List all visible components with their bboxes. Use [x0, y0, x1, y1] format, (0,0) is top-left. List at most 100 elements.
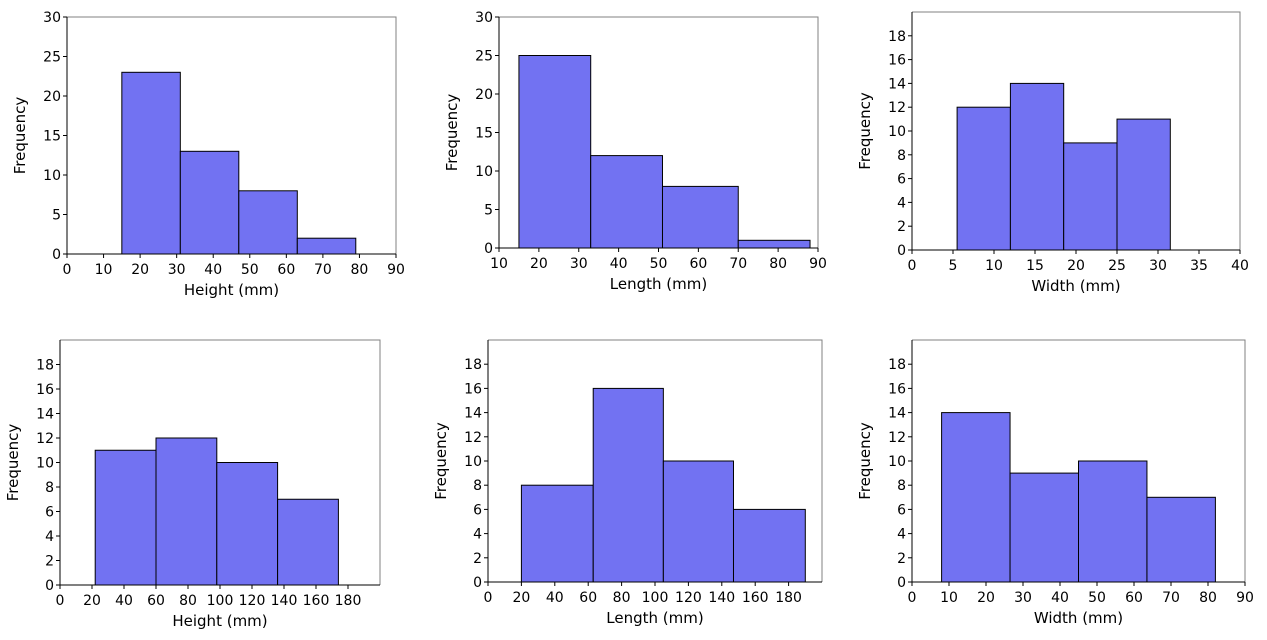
x-tick-label: 120: [675, 590, 702, 606]
x-axis-title: Length (mm): [606, 609, 703, 627]
x-tick-label: 40: [1231, 258, 1249, 274]
histogram-bar: [238, 190, 298, 255]
x-tick-label: 90: [1236, 590, 1254, 606]
histogram-bar: [1146, 496, 1216, 583]
y-axis-title: Frequency: [11, 97, 29, 175]
y-tick-label: 8: [897, 478, 906, 494]
plot-frame: [912, 339, 1246, 582]
y-tick-label: 10: [43, 168, 61, 184]
x-tick-label: 20: [512, 590, 530, 606]
x-tick-label: 180: [335, 593, 362, 609]
x-tick-label: 20: [977, 590, 995, 606]
y-tick-label: 8: [45, 480, 54, 496]
y-tick-label: 2: [45, 554, 54, 570]
plot-frame: [488, 339, 823, 582]
x-tick-label: 160: [742, 590, 769, 606]
x-tick-label: 70: [1162, 590, 1180, 606]
x-tick-label: 70: [314, 262, 332, 278]
x-axis-title: Height (mm): [172, 612, 267, 630]
x-tick-label: 20: [83, 593, 101, 609]
x-tick-label: 30: [1149, 258, 1167, 274]
x-tick-label: 0: [63, 262, 72, 278]
plot-frame: [912, 11, 1241, 250]
x-tick-label: 90: [809, 256, 827, 272]
x-tick-label: 100: [207, 593, 234, 609]
x-tick-label: 100: [642, 590, 669, 606]
histogram-bar: [179, 150, 240, 255]
x-tick-label: 70: [729, 256, 747, 272]
y-tick-label: 2: [897, 551, 906, 567]
x-tick-label: 0: [908, 590, 917, 606]
y-tick-label: 2: [897, 219, 906, 235]
x-tick-label: 40: [610, 256, 628, 272]
x-tick-label: 25: [1108, 258, 1126, 274]
x-tick-label: 160: [303, 593, 330, 609]
histogram-bar: [1009, 82, 1065, 251]
x-tick-label: 50: [1088, 590, 1106, 606]
y-tick-label: 25: [43, 50, 61, 66]
y-tick-label: 12: [888, 100, 906, 116]
x-tick-label: 35: [1190, 258, 1208, 274]
x-tick-label: 80: [769, 256, 787, 272]
y-tick-label: 30: [475, 10, 493, 26]
y-tick-label: 20: [475, 87, 493, 103]
x-axis-title: Width (mm): [1031, 277, 1120, 295]
y-tick-label: 0: [897, 575, 906, 591]
y-tick-label: 10: [888, 454, 906, 470]
x-axis-title: Width (mm): [1034, 609, 1123, 627]
y-tick-label: 16: [36, 382, 54, 398]
histogram-bar: [296, 237, 357, 255]
histogram-panel-6: 0 2 4 6 8 10 12 14 16 18 0 10 20 30 40 50 60 70 80 90 Width …: [856, 339, 1254, 627]
x-tick-label: 50: [650, 256, 668, 272]
y-tick-label: 15: [43, 129, 61, 145]
y-tick-label: 16: [888, 381, 906, 397]
x-tick-label: 60: [277, 262, 295, 278]
x-tick-label: 80: [179, 593, 197, 609]
histogram-bar: [737, 239, 811, 249]
y-tick-label: 10: [888, 124, 906, 140]
y-axis-title: Frequency: [856, 422, 874, 500]
x-tick-label: 80: [351, 262, 369, 278]
y-tick-label: 10: [475, 164, 493, 180]
x-tick-label: 20: [530, 256, 548, 272]
y-tick-label: 18: [888, 29, 906, 45]
y-tick-label: 6: [45, 505, 54, 521]
x-tick-label: 60: [1125, 590, 1143, 606]
histogram-bar: [956, 106, 1011, 251]
y-tick-label: 12: [888, 430, 906, 446]
plot-frame: [499, 16, 819, 248]
y-tick-label: 16: [464, 381, 482, 397]
y-tick-label: 16: [888, 53, 906, 69]
x-tick-label: 60: [579, 590, 597, 606]
x-tick-label: 20: [131, 262, 149, 278]
y-tick-label: 4: [897, 527, 906, 543]
histogram-bar: [1009, 472, 1079, 583]
y-tick-label: 14: [464, 406, 482, 422]
y-tick-label: 14: [888, 406, 906, 422]
x-tick-label: 90: [387, 262, 405, 278]
y-tick-label: 4: [45, 529, 54, 545]
histogram-bar: [121, 71, 181, 255]
histogram-bar: [661, 185, 739, 249]
histogram-bar: [732, 508, 806, 583]
x-tick-label: 10: [490, 256, 508, 272]
y-tick-label: 0: [52, 247, 61, 263]
x-tick-label: 30: [1014, 590, 1032, 606]
y-tick-label: 14: [36, 407, 54, 423]
histogram-panel-3: 0 2 4 6 8 10 12 14 16 18 0 5 10 15 20 25 30 35 40 Width (mm…: [856, 11, 1249, 295]
y-axis-title: Frequency: [856, 92, 874, 170]
histogram-bar: [1116, 118, 1171, 251]
y-tick-label: 10: [464, 454, 482, 470]
y-tick-label: 18: [888, 357, 906, 373]
x-tick-label: 60: [689, 256, 707, 272]
y-tick-label: 10: [36, 456, 54, 472]
x-tick-label: 120: [239, 593, 266, 609]
y-tick-label: 12: [464, 430, 482, 446]
x-tick-label: 140: [271, 593, 298, 609]
x-tick-label: 0: [56, 593, 65, 609]
y-tick-label: 0: [45, 578, 54, 594]
histogram-bar: [1063, 142, 1118, 251]
